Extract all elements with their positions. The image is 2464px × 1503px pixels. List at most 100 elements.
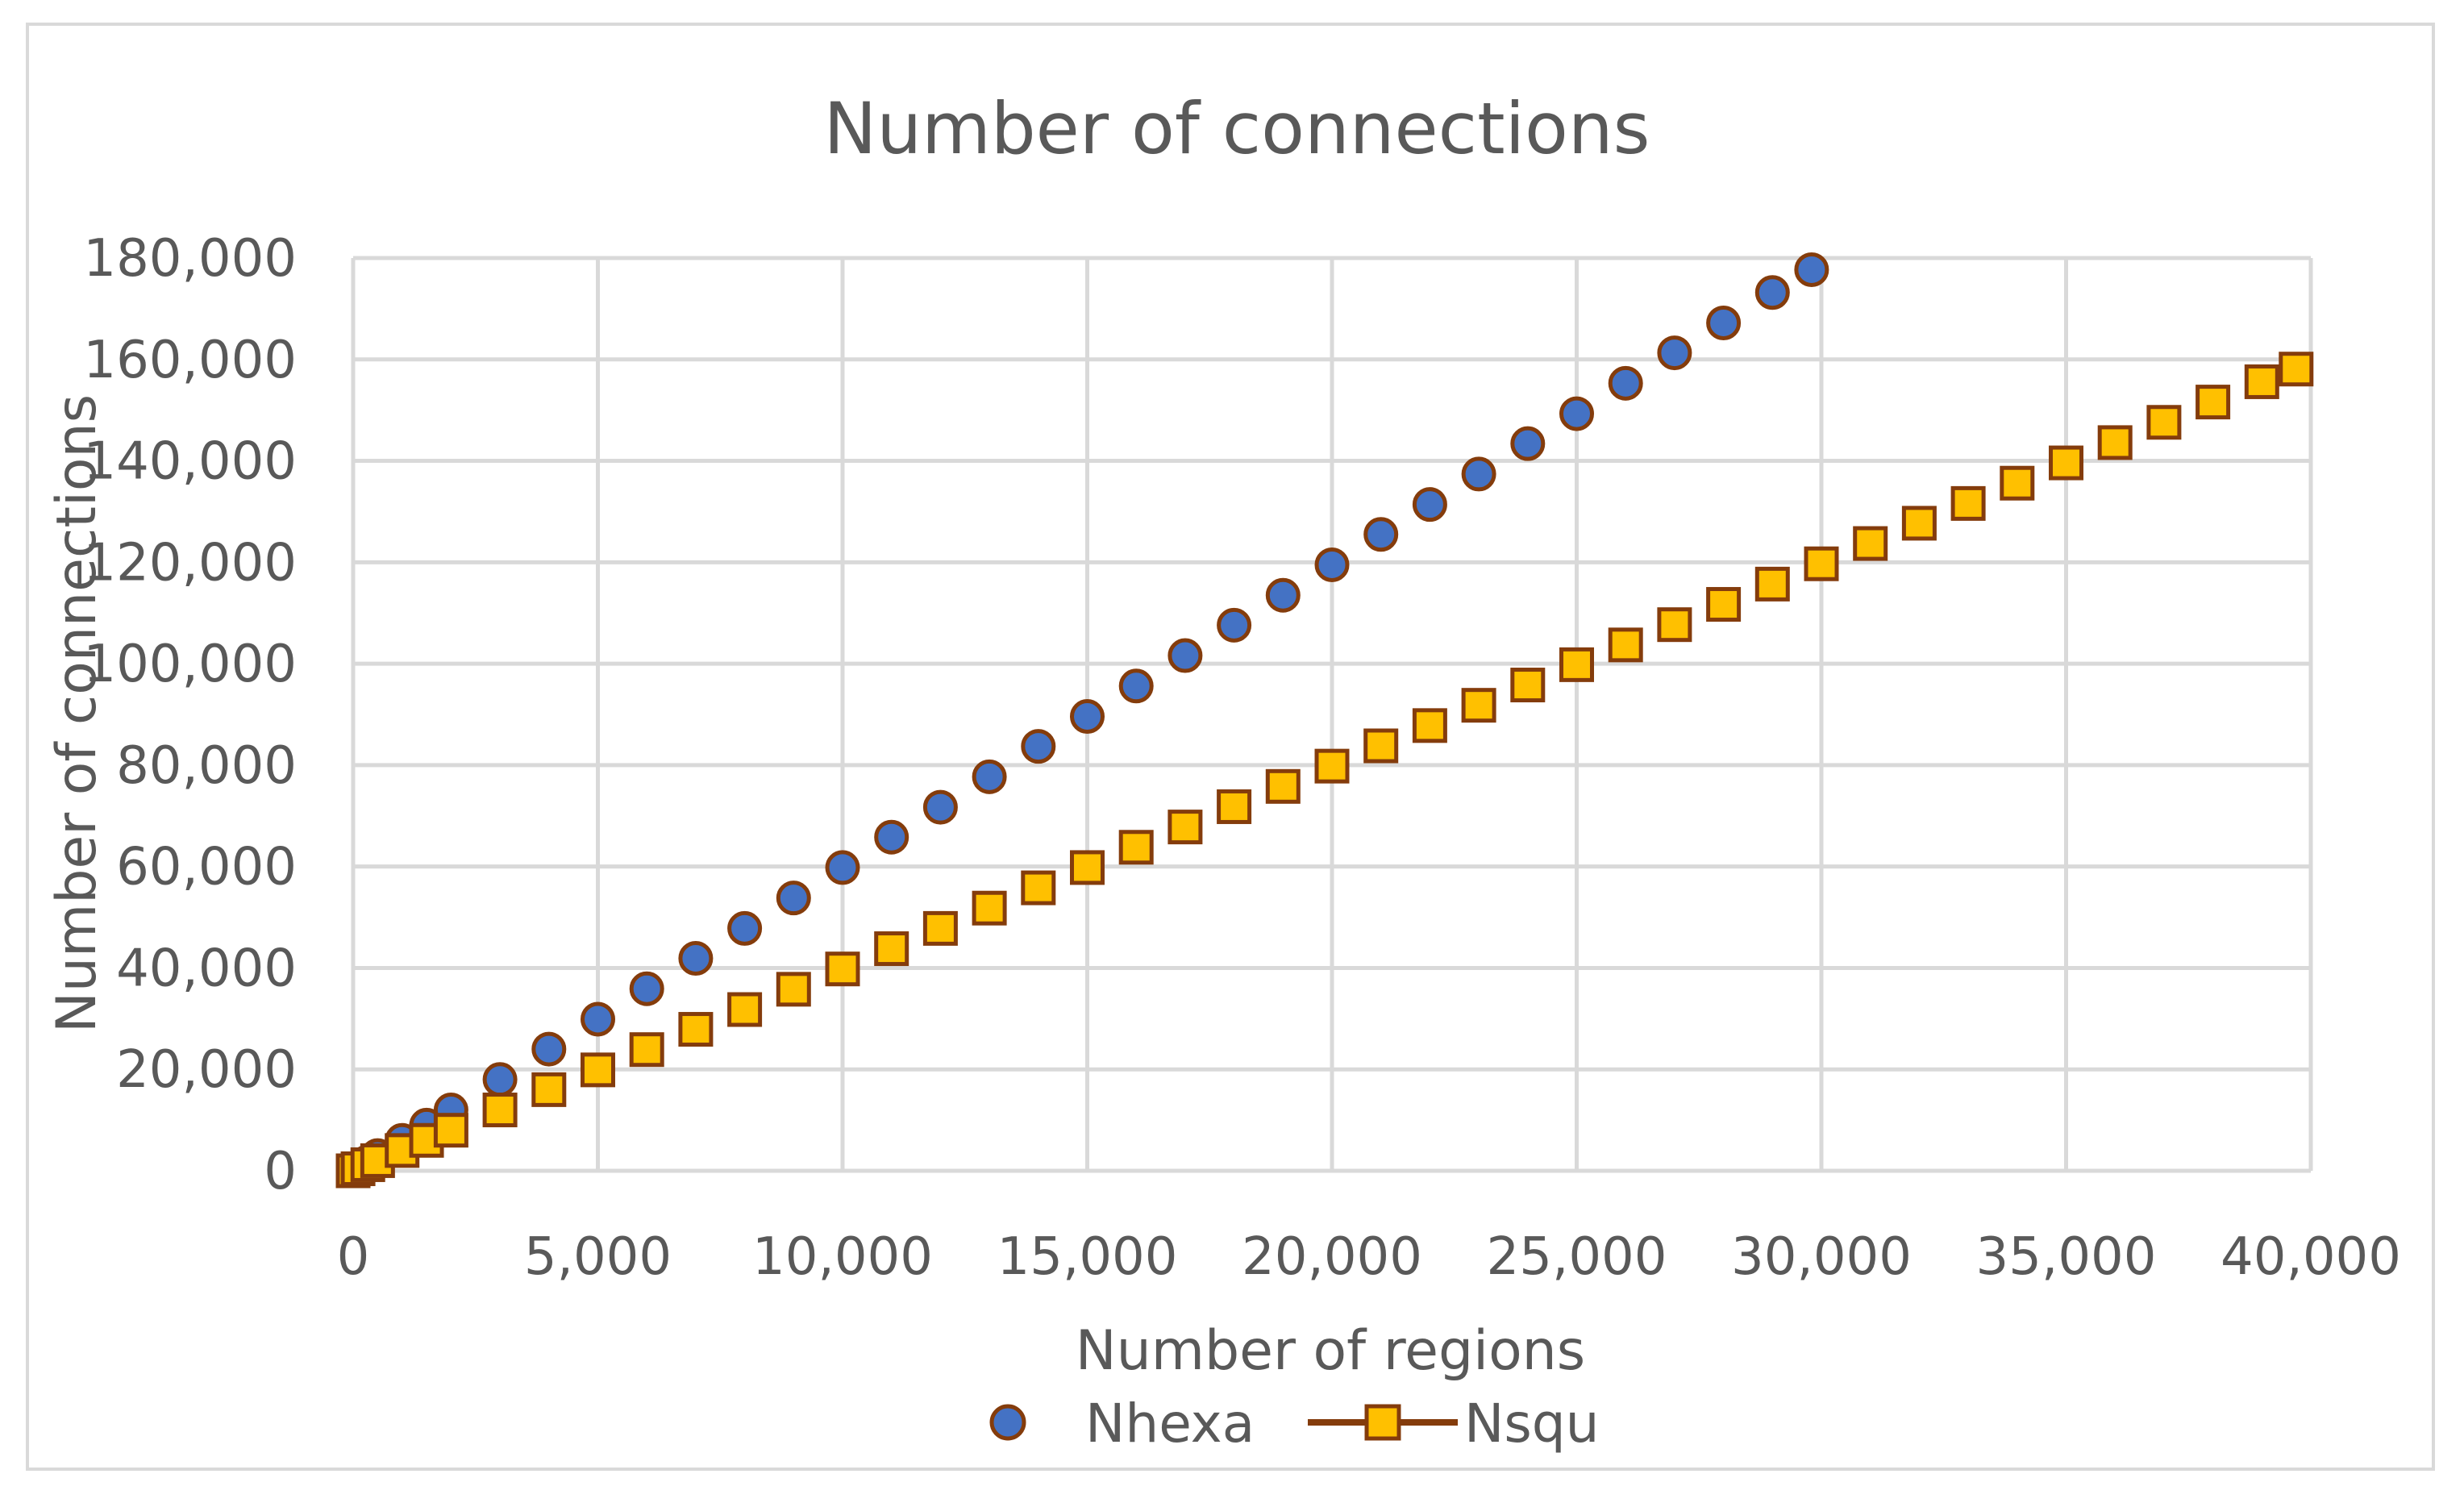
data-point-nhexa	[1021, 729, 1056, 764]
y-tick-label: 80,000	[116, 736, 297, 796]
data-point-nhexa	[1559, 396, 1594, 431]
data-point-nsqu	[972, 890, 1007, 926]
y-tick-label: 60,000	[116, 838, 297, 897]
data-point-nsqu	[2244, 364, 2279, 399]
data-point-nsqu	[1510, 668, 1546, 703]
data-point-nhexa	[922, 789, 958, 825]
legend-label-nhexa: Nhexa	[1085, 1393, 1255, 1455]
y-tick-label: 120,000	[83, 533, 297, 593]
data-point-nhexa	[1706, 305, 1742, 340]
data-point-nhexa	[776, 881, 811, 916]
x-tick-label: 15,000	[997, 1227, 1178, 1287]
data-point-nsqu	[1021, 870, 1056, 906]
data-point-nsqu	[1167, 810, 1203, 845]
x-tick-label: 20,000	[1242, 1227, 1422, 1287]
data-point-nhexa	[1167, 638, 1203, 673]
x-axis-title: Number of regions	[1076, 1319, 1585, 1383]
data-point-nsqu	[1804, 546, 1839, 581]
x-tick-label: 40,000	[2221, 1227, 2401, 1287]
legend-label-nsqu: Nsqu	[1464, 1393, 1599, 1455]
legend-item-nhexa: Nhexa	[989, 1393, 1255, 1455]
data-point-nsqu	[1950, 485, 1986, 521]
data-point-nsqu	[825, 951, 860, 987]
data-point-nsqu	[727, 992, 763, 1027]
legend-marker-nhexa-circle	[989, 1404, 1026, 1441]
data-point-nhexa	[678, 940, 714, 976]
data-point-nsqu	[2146, 405, 2182, 440]
y-tick-label: 100,000	[83, 635, 297, 694]
data-point-nhexa	[1794, 252, 1829, 287]
data-point-nsqu	[1706, 587, 1742, 622]
data-point-nsqu	[1901, 506, 1937, 541]
data-point-nsqu	[1461, 688, 1496, 723]
data-point-nhexa	[1461, 456, 1496, 492]
y-tick-label: 140,000	[83, 432, 297, 492]
data-point-nhexa	[629, 971, 664, 1006]
y-tick-label: 160,000	[83, 331, 297, 390]
series-nhexa	[335, 252, 1829, 1189]
data-point-nhexa	[1314, 547, 1350, 582]
data-point-nsqu	[482, 1093, 518, 1128]
data-point-nsqu	[2279, 352, 2314, 387]
data-point-nhexa	[1412, 487, 1447, 523]
x-tick-label: 35,000	[1976, 1227, 2157, 1287]
x-tick-label: 0	[337, 1227, 370, 1287]
data-point-nsqu	[629, 1032, 664, 1068]
data-point-nsqu	[2049, 445, 2083, 481]
x-tick-label: 10,000	[752, 1227, 933, 1287]
data-point-nsqu	[1217, 789, 1252, 824]
data-point-nhexa	[531, 1031, 567, 1067]
data-point-nhexa	[1265, 577, 1301, 613]
data-point-nhexa	[1657, 335, 1692, 371]
data-point-nsqu	[2097, 425, 2133, 460]
data-point-nhexa	[727, 910, 763, 946]
data-point-nhexa	[1510, 426, 1546, 461]
data-point-nsqu	[678, 1012, 714, 1047]
data-point-nhexa	[825, 850, 860, 885]
data-point-nsqu	[2000, 465, 2035, 501]
data-point-nsqu	[2196, 385, 2231, 420]
data-point-nhexa	[482, 1062, 518, 1097]
data-point-nhexa	[1070, 699, 1105, 735]
data-point-nsqu	[581, 1052, 615, 1088]
data-point-nhexa	[874, 819, 909, 855]
data-point-nhexa	[1363, 517, 1399, 552]
x-tick-label: 30,000	[1731, 1227, 1912, 1287]
data-point-nsqu	[1559, 647, 1594, 682]
data-point-nhexa	[1217, 607, 1252, 643]
data-point-nsqu	[776, 972, 811, 1007]
data-point-nsqu	[1363, 728, 1399, 764]
data-point-nhexa	[1608, 365, 1643, 401]
data-point-nsqu	[1412, 708, 1447, 743]
y-tick-label: 20,000	[116, 1040, 297, 1100]
data-point-nsqu	[1070, 850, 1105, 885]
x-tick-label: 25,000	[1487, 1227, 1667, 1287]
chart-title: Number of connections	[824, 87, 1650, 170]
data-point-nsqu	[1608, 627, 1643, 663]
data-point-nsqu	[1657, 607, 1692, 643]
legend: Nhexa Nsqu	[989, 1393, 1599, 1455]
legend-item-nsqu: Nsqu	[1308, 1393, 1599, 1455]
tick-labels: 0 5,000 10,000 15,000 20,000 25,000 30,000 35,0…	[83, 229, 2401, 1287]
data-point-nsqu	[1853, 526, 1888, 561]
data-point-nhexa	[581, 1001, 615, 1037]
legend-marker-nsqu-square	[1364, 1404, 1401, 1441]
data-point-nsqu	[1754, 566, 1790, 602]
y-tick-label: 180,000	[83, 229, 297, 289]
data-point-nsqu	[531, 1072, 567, 1107]
y-tick-label: 0	[264, 1142, 297, 1201]
data-point-nhexa	[1754, 275, 1790, 310]
y-axis-title: Number of connections	[45, 394, 109, 1033]
series-layer	[335, 252, 2314, 1189]
data-point-nhexa	[1118, 668, 1154, 704]
data-point-nsqu	[922, 910, 958, 946]
data-point-nsqu	[874, 931, 909, 967]
grid-layer	[351, 256, 2313, 1173]
chart-frame	[26, 23, 2435, 1471]
data-point-nsqu	[1118, 830, 1154, 865]
data-point-nhexa	[972, 759, 1007, 794]
y-tick-label: 40,000	[116, 939, 297, 998]
data-point-nsqu	[433, 1113, 468, 1148]
data-point-nsqu	[1265, 768, 1301, 804]
series-nsqu	[335, 352, 2314, 1189]
